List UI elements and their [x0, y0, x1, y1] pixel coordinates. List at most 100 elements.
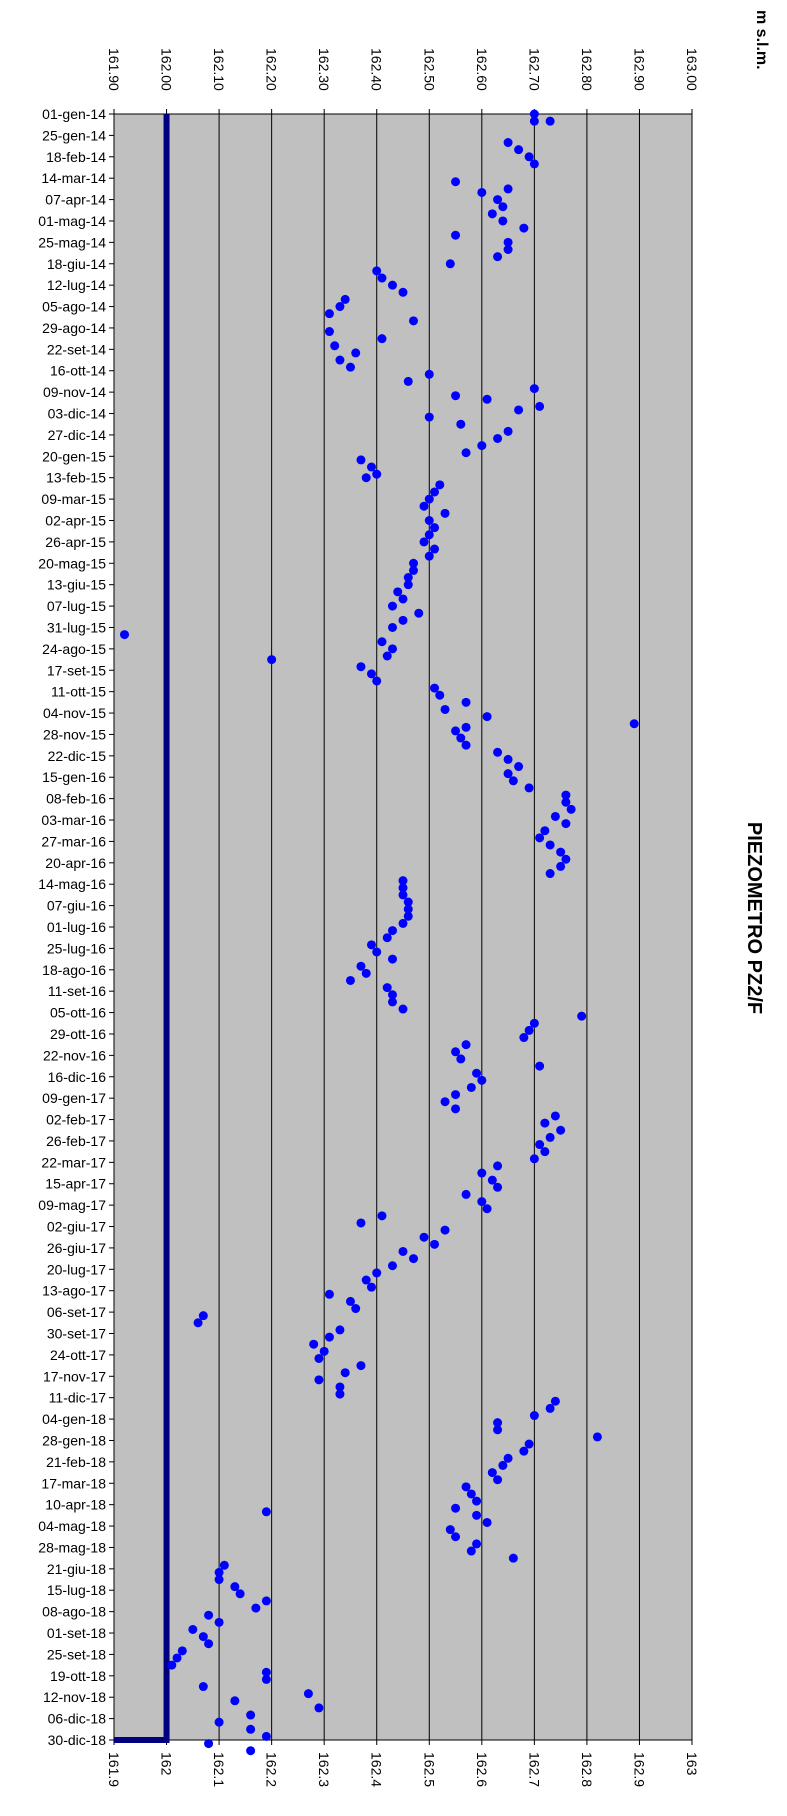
data-point [261, 1667, 271, 1677]
data-point [456, 419, 466, 429]
data-point [403, 904, 413, 914]
data-point [219, 1560, 229, 1570]
date-label: 05-ago-14 [42, 299, 106, 315]
data-point [351, 1304, 361, 1314]
data-point [198, 1682, 208, 1692]
data-point [493, 1182, 503, 1192]
data-point [451, 726, 461, 736]
data-point [529, 384, 539, 394]
data-point [498, 216, 508, 226]
data-point [303, 1689, 313, 1699]
threshold-line [114, 114, 170, 1743]
top-tick-labels: 161.90 162.00 162.10 162.20 162.30 162.40 162.… [106, 48, 700, 91]
data-point [461, 697, 471, 707]
data-point [508, 1553, 518, 1563]
data-point [230, 1582, 240, 1592]
data-point [366, 1282, 376, 1292]
date-label: 20-lug-17 [47, 1261, 106, 1277]
date-label: 28-gen-18 [42, 1432, 106, 1448]
data-point [430, 1239, 440, 1249]
date-label: 22-set-14 [47, 341, 106, 357]
data-point [487, 1175, 497, 1185]
date-label: 20-mag-15 [38, 555, 106, 571]
date-label: 09-nov-14 [43, 384, 106, 400]
data-point [440, 704, 450, 714]
data-point [451, 1503, 461, 1513]
data-point [466, 1082, 476, 1092]
date-label: 05-ott-16 [50, 1005, 106, 1021]
data-point [545, 1132, 555, 1142]
data-point [456, 733, 466, 743]
data-point [424, 412, 434, 422]
date-label: 18-giu-14 [47, 256, 106, 272]
top-tick-label: 162.40 [369, 48, 385, 91]
date-label: 12-lug-14 [47, 277, 106, 293]
data-point [387, 926, 397, 936]
bottom-tick-label: 162.1 [211, 1752, 227, 1787]
data-point [419, 1232, 429, 1242]
date-label: 25-lug-16 [47, 940, 106, 956]
data-point [387, 601, 397, 611]
data-point [387, 990, 397, 1000]
data-point [503, 245, 513, 254]
data-point [472, 1510, 482, 1520]
data-point [398, 1246, 408, 1256]
date-label: 29-ago-14 [42, 320, 106, 336]
data-point [540, 1118, 550, 1128]
date-label: 20-gen-15 [42, 448, 106, 464]
bottom-tick-label: 162.2 [264, 1752, 280, 1787]
data-point [235, 1589, 245, 1599]
data-point [424, 369, 434, 379]
data-point [477, 187, 487, 197]
date-label: 17-nov-17 [43, 1368, 106, 1384]
date-label: 07-giu-16 [47, 898, 106, 914]
data-point [529, 1018, 539, 1028]
data-point [372, 266, 382, 276]
bottom-tick-label: 163 [684, 1752, 700, 1776]
date-label: 25-set-18 [47, 1646, 106, 1662]
date-label: 25-gen-14 [42, 127, 106, 143]
data-point [198, 1311, 208, 1321]
data-point [524, 1025, 534, 1035]
data-point [387, 280, 397, 290]
data-point [561, 790, 571, 800]
date-label: 02-feb-17 [46, 1112, 106, 1128]
data-point [377, 273, 387, 283]
data-point [340, 294, 350, 304]
data-point [382, 651, 392, 661]
data-point [472, 1068, 482, 1078]
data-point [409, 316, 419, 326]
data-point [445, 259, 455, 269]
data-point [503, 138, 513, 148]
date-label: 04-mag-18 [38, 1518, 106, 1534]
data-point [251, 1603, 261, 1613]
data-point [419, 537, 429, 547]
date-label: 11-set-16 [48, 983, 106, 999]
data-point [440, 1097, 450, 1107]
date-label: 01-mag-14 [38, 213, 106, 229]
data-point [487, 209, 497, 219]
date-label: 10-apr-18 [45, 1497, 106, 1513]
data-point [356, 961, 366, 971]
data-point [382, 933, 392, 943]
date-label: 16-ott-14 [50, 363, 106, 379]
data-point [198, 1632, 208, 1642]
data-point [477, 441, 487, 451]
data-point [340, 1368, 350, 1378]
data-point [261, 1731, 271, 1741]
data-point [545, 1403, 555, 1413]
data-point [577, 1011, 587, 1021]
data-point [514, 145, 524, 155]
data-point [451, 1047, 461, 1057]
data-point [309, 1339, 319, 1349]
top-tick-label: 162.60 [474, 48, 490, 91]
date-label: 21-feb-18 [46, 1454, 106, 1470]
data-point [351, 348, 361, 358]
data-point [403, 897, 413, 907]
data-point [503, 426, 513, 436]
data-point [524, 1439, 534, 1449]
bottom-tick-label: 162.9 [631, 1752, 647, 1787]
data-point [545, 116, 555, 126]
data-point [377, 334, 387, 344]
